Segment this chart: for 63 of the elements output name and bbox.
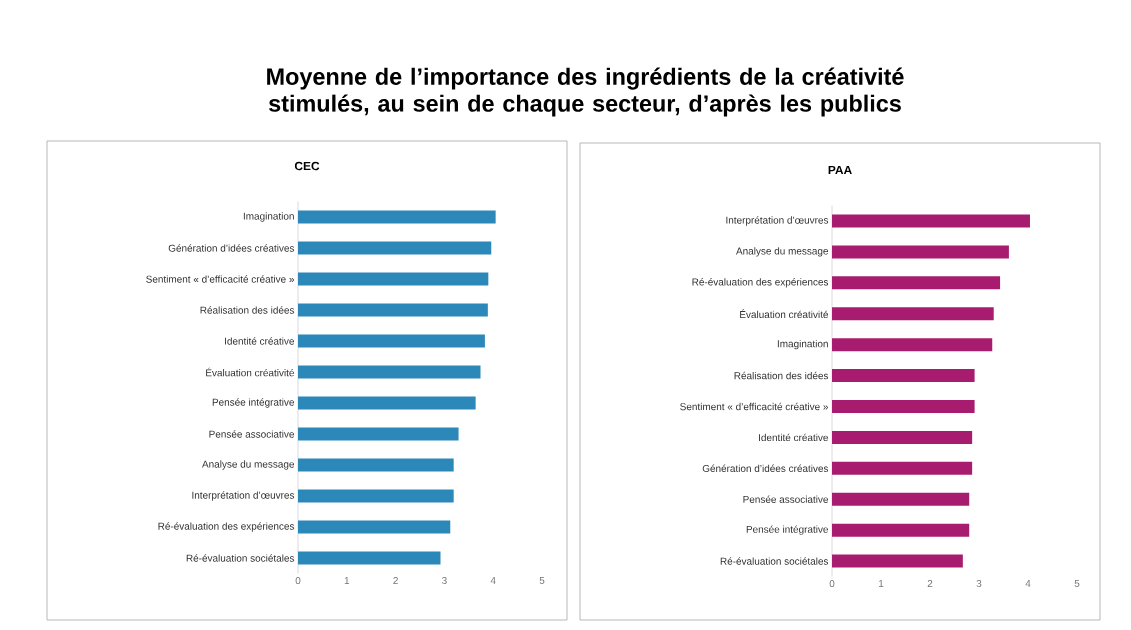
x-tick-label: 2: [927, 580, 933, 587]
bar: [832, 523, 970, 537]
bar: [298, 458, 454, 472]
y-tick-label: Ré-évaluation sociétales: [720, 557, 829, 565]
x-tick-label: 5: [1074, 580, 1080, 587]
bar: [298, 427, 459, 441]
y-tick-label: Réalisation des idées: [734, 371, 829, 380]
bar: [832, 430, 973, 444]
x-tick-label: 2: [393, 577, 398, 584]
bar: [832, 245, 1009, 259]
x-tick-label: 1: [879, 580, 884, 587]
y-tick-label: Évaluation créativité: [740, 309, 829, 319]
bar: [298, 303, 488, 317]
y-tick-label: Pensée associative: [743, 495, 829, 503]
y-tick-label: Imagination: [777, 339, 828, 350]
text: Moyenne de l’importance des ingrédients de la créativité stimulés, au sein de chaque secteur, d’après les publics: [267, 67, 904, 117]
x-tick-label: 5: [539, 577, 545, 584]
bar: [298, 210, 496, 224]
bar: [832, 369, 975, 383]
y-tick-label: Analyse du message: [736, 247, 829, 257]
x-tick-label: 4: [490, 577, 496, 584]
bar: [832, 338, 993, 352]
chart-title: CEC: [294, 161, 320, 171]
y-tick-label: Identité créative: [225, 337, 295, 345]
y-tick-label: Génération d’idées créatives: [702, 464, 829, 473]
y-tick-label: Interprétation d’œuvres: [192, 491, 295, 501]
bar: [832, 461, 973, 475]
x-tick-label: 4: [1025, 580, 1031, 587]
y-tick-label: Ré-évaluation des expériences: [692, 278, 829, 288]
bar: [298, 272, 489, 286]
bar: [298, 520, 451, 534]
y-tick-label: Pensée associative: [209, 430, 295, 438]
bar: [298, 365, 481, 379]
y-tick-label: Imagination: [243, 212, 294, 222]
y-tick-label: Ré-évaluation des expériences: [158, 522, 295, 532]
x-tick-label: 0: [829, 580, 835, 588]
x-tick-label: 0: [295, 577, 301, 585]
y-tick-label: Sentiment « d’efficacité créative »: [146, 275, 295, 283]
bar: [298, 489, 454, 503]
bar: [298, 334, 485, 348]
bar: [832, 492, 970, 506]
bar: [832, 554, 963, 568]
y-tick-label: Identité créative: [759, 433, 829, 442]
bar: [298, 396, 476, 410]
y-tick-label: Évaluation créativité: [206, 367, 295, 377]
bar: [832, 399, 975, 413]
y-tick-label: Réalisation des idées: [200, 306, 295, 314]
y-tick-label: Pensée intégrative: [746, 525, 829, 535]
y-tick-label: Sentiment « d’efficacité créative »: [680, 402, 829, 411]
bar: [832, 276, 1001, 290]
x-tick-label: 3: [442, 577, 447, 585]
y-tick-label: Génération d’idées créatives: [168, 244, 295, 252]
bar: [298, 551, 441, 565]
bar: [832, 307, 994, 321]
y-tick-label: Interprétation d’œuvres: [726, 216, 829, 226]
bar: [298, 241, 492, 255]
y-tick-label: Pensée intégrative: [212, 398, 295, 408]
x-tick-label: 3: [976, 580, 982, 588]
bar: [832, 214, 1030, 228]
chart-title: PAA: [828, 165, 852, 175]
y-tick-label: Ré-évaluation sociétales: [186, 554, 295, 562]
y-tick-label: Analyse du message: [202, 460, 295, 470]
x-tick-label: 1: [344, 577, 350, 584]
